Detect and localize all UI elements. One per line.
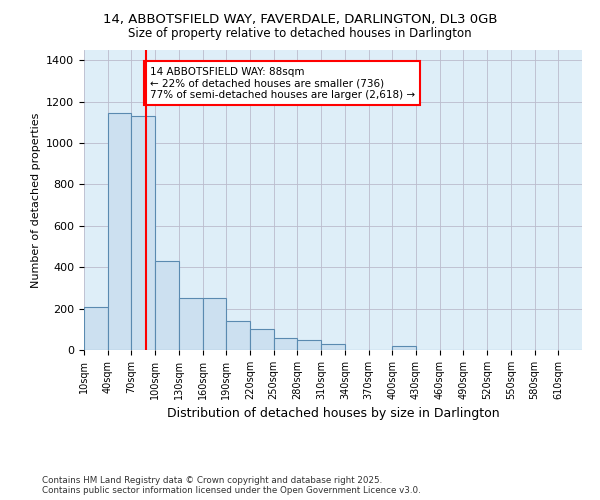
X-axis label: Distribution of detached houses by size in Darlington: Distribution of detached houses by size … bbox=[167, 408, 499, 420]
Text: Contains HM Land Registry data © Crown copyright and database right 2025.
Contai: Contains HM Land Registry data © Crown c… bbox=[42, 476, 421, 495]
Bar bbox=[274, 338, 298, 350]
Bar bbox=[250, 330, 274, 350]
Text: 14, ABBOTSFIELD WAY, FAVERDALE, DARLINGTON, DL3 0GB: 14, ABBOTSFIELD WAY, FAVERDALE, DARLINGT… bbox=[103, 12, 497, 26]
Bar bbox=[203, 298, 226, 350]
Bar bbox=[298, 340, 321, 350]
Text: 14 ABBOTSFIELD WAY: 88sqm
← 22% of detached houses are smaller (736)
77% of semi: 14 ABBOTSFIELD WAY: 88sqm ← 22% of detac… bbox=[149, 66, 415, 100]
Bar bbox=[392, 346, 416, 350]
Bar bbox=[155, 261, 179, 350]
Bar bbox=[179, 298, 203, 350]
Y-axis label: Number of detached properties: Number of detached properties bbox=[31, 112, 41, 288]
Bar bbox=[226, 321, 250, 350]
Text: Size of property relative to detached houses in Darlington: Size of property relative to detached ho… bbox=[128, 28, 472, 40]
Bar bbox=[108, 113, 131, 350]
Bar bbox=[131, 116, 155, 350]
Bar bbox=[321, 344, 345, 350]
Bar bbox=[84, 306, 108, 350]
